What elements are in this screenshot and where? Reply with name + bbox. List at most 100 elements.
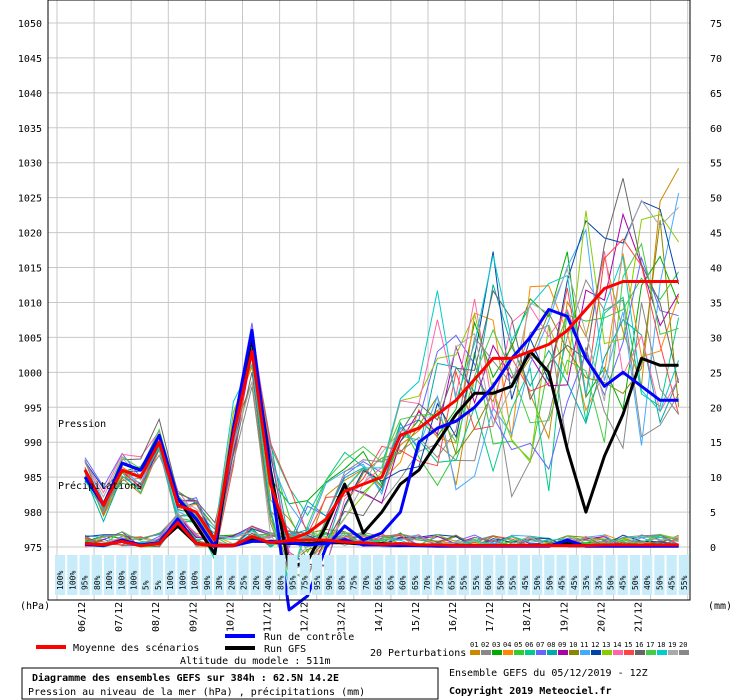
perturbation-swatch <box>492 650 502 655</box>
precip-prob-label: 50% <box>496 575 505 590</box>
precip-prob-cell <box>483 555 494 595</box>
perturbation-id: 12 <box>591 641 599 649</box>
precip-prob-label: 60% <box>399 575 408 590</box>
precip-prob-cell <box>446 555 457 595</box>
precip-prob-label: 30% <box>215 575 224 590</box>
perturbation-id: 16 <box>635 641 643 649</box>
precip-prob-cell <box>103 555 115 595</box>
precip-prob-label: 100% <box>68 571 77 590</box>
precip-prob-label: 100% <box>130 571 139 590</box>
y-right-tick: 25 <box>710 368 722 379</box>
pression-annotation: Pression <box>58 419 106 430</box>
y-right-tick: 55 <box>710 159 722 170</box>
precip-prob-label: 5% <box>154 580 163 590</box>
perturbation-swatch <box>569 650 579 655</box>
precip-prob-label: 55% <box>460 575 469 590</box>
precip-prob-label: 50% <box>533 575 542 590</box>
perturbation-id: 11 <box>580 641 588 649</box>
y-left-tick: 1030 <box>18 159 42 170</box>
precip-prob-cell <box>593 555 604 595</box>
precip-prob-label: 50% <box>655 575 664 590</box>
precip-prob-label: 50% <box>545 575 554 590</box>
y-right-tick: 35 <box>710 298 722 309</box>
precip-prob-cell <box>177 555 188 595</box>
perturbation-swatch <box>613 650 623 655</box>
perturbation-id: 04 <box>503 641 511 649</box>
precip-prob-cell <box>642 555 653 595</box>
y-left-tick: 1005 <box>18 333 42 344</box>
perturbation-precip-line <box>84 513 679 548</box>
perturbation-id: 17 <box>646 641 654 649</box>
main-lines <box>83 280 679 612</box>
precip-prob-cell <box>507 555 518 595</box>
altitude-label: Altitude du modele : 511m <box>180 656 331 667</box>
y-right-tick: 60 <box>710 124 722 135</box>
perturbation-swatch <box>624 650 634 655</box>
precip-prob-cell <box>336 555 347 595</box>
perturbation-id: 14 <box>613 641 621 649</box>
perturbation-id: 19 <box>668 641 676 649</box>
precip-prob-label: 35% <box>582 575 591 590</box>
precip-prob-cell <box>311 555 323 595</box>
control-legend-label: Run de contrôle <box>264 631 354 643</box>
precip-prob-label: 100% <box>56 571 65 590</box>
y-right-tick: 10 <box>710 473 722 484</box>
perturbation-id: 02 <box>481 641 489 649</box>
y-left-tick: 990 <box>24 438 42 449</box>
precip-prob-cell <box>299 555 310 595</box>
y-left-unit: (hPa) <box>20 601 50 612</box>
precip-prob-cell <box>79 555 90 595</box>
precip-prob-label: 100% <box>166 571 175 590</box>
y-left-tick: 1040 <box>18 89 42 100</box>
precip-prob-cell <box>226 555 237 595</box>
precip-prob-cell <box>152 555 164 595</box>
precip-prob-label: 45% <box>521 575 530 590</box>
y-left-tick: 995 <box>24 403 42 414</box>
perturbation-pressure-line <box>84 199 679 564</box>
precip-prob-label: 35% <box>594 575 603 590</box>
precip-prob-cell <box>238 555 249 595</box>
precip-prob-cell <box>360 555 371 595</box>
perturbation-swatch <box>668 650 678 655</box>
precip-prob-cell <box>67 555 78 595</box>
precip-prob-cell <box>409 555 420 595</box>
precip-prob-label: 25% <box>240 575 249 590</box>
y-right-tick: 20 <box>710 403 722 414</box>
perturbation-id: 09 <box>558 641 566 649</box>
y-left-tick: 1010 <box>18 298 42 309</box>
precip-prob-cell <box>140 555 151 595</box>
perturbation-swatch <box>481 650 491 655</box>
precip-prob-cell <box>421 555 433 595</box>
perturbation-swatch <box>679 650 689 655</box>
precip-prob-cell <box>55 555 66 595</box>
precip-prob-cell <box>678 555 689 595</box>
y-left-tick: 985 <box>24 473 42 484</box>
plot-frame <box>47 0 691 601</box>
y-left-tick: 1045 <box>18 54 42 65</box>
precip-prob-label: 55% <box>680 575 689 590</box>
y-axis-left: 975 980 985 990 995 1000 1005 1010 1015 1020 1025 1… <box>18 19 42 554</box>
perturbation-pressure-line <box>84 255 680 588</box>
precip-prob-cell <box>91 555 102 595</box>
perturbation-id: 03 <box>492 641 500 649</box>
precip-prob-cell <box>666 555 677 595</box>
x-date-label: 17/12 <box>485 602 496 632</box>
x-axis: 06/12 07/12 08/12 09/12 10/12 11/12 12/12 13/12… <box>77 602 645 632</box>
y-right-tick: 40 <box>710 264 722 275</box>
perturbation-id: 18 <box>657 641 665 649</box>
x-date-label: 09/12 <box>188 602 199 632</box>
precip-prob-cell <box>519 555 530 595</box>
precip-prob-cell <box>214 555 225 595</box>
precip-prob-label: 20% <box>227 575 236 590</box>
precip-prob-cell <box>629 555 641 595</box>
x-date-label: 19/12 <box>559 602 570 632</box>
perturbation-pressure-line <box>84 302 680 581</box>
x-date-label: 12/12 <box>300 602 311 632</box>
y-left-tick: 1035 <box>18 124 42 135</box>
precip-prob-label: 45% <box>558 575 567 590</box>
y-right-tick: 50 <box>710 194 722 205</box>
perturbation-swatch <box>547 650 557 655</box>
gfs-legend-label: Run GFS <box>264 644 306 655</box>
x-date-label: 13/12 <box>337 602 348 632</box>
precip-annotation: Précipitations <box>58 480 142 492</box>
